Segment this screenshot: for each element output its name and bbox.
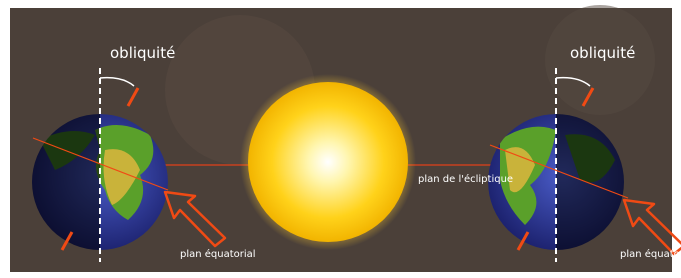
obliquity-label: obliquité: [570, 44, 635, 62]
diagram: obliquité obliquité plan de l'écliptique…: [0, 0, 681, 278]
equatorial-label: plan équatorial: [180, 248, 256, 260]
sun: [248, 82, 408, 242]
ecliptic-label: plan de l'écliptique: [418, 173, 513, 185]
page: obliquité obliquité plan de l'écliptique…: [0, 0, 681, 278]
equatorial-label: plan équatorial: [620, 248, 681, 260]
obliquity-label: obliquité: [110, 44, 175, 62]
